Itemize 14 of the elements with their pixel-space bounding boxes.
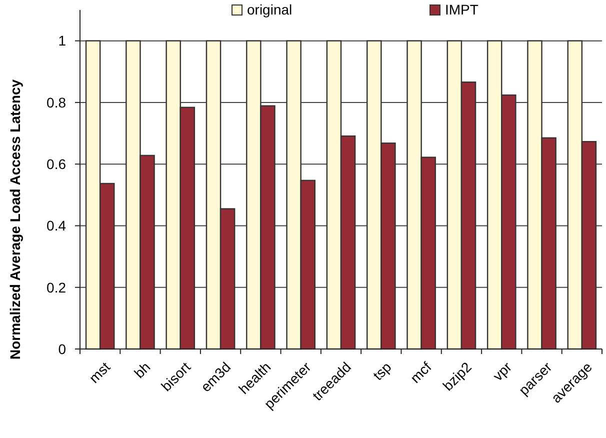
x-tick-label: mst bbox=[86, 358, 114, 386]
y-tick-label: 0.4 bbox=[46, 218, 66, 234]
y-tick-label: 1 bbox=[58, 32, 66, 49]
x-tick-label: vpr bbox=[490, 358, 515, 384]
legend-label: IMPT bbox=[445, 2, 479, 18]
legend-label: original bbox=[247, 2, 292, 18]
y-tick-label: 0.2 bbox=[46, 279, 66, 296]
x-tick-label: bh bbox=[130, 358, 154, 382]
y-tick-label: 0.8 bbox=[46, 94, 66, 110]
y-tick-label: 0.6 bbox=[46, 156, 66, 172]
y-axis-title: Normalized Average Load Access Latency bbox=[7, 79, 23, 360]
y-tick-label: 0 bbox=[58, 340, 66, 357]
x-tick-label: tsp bbox=[370, 358, 394, 384]
x-tick-label: mcf bbox=[407, 358, 434, 386]
